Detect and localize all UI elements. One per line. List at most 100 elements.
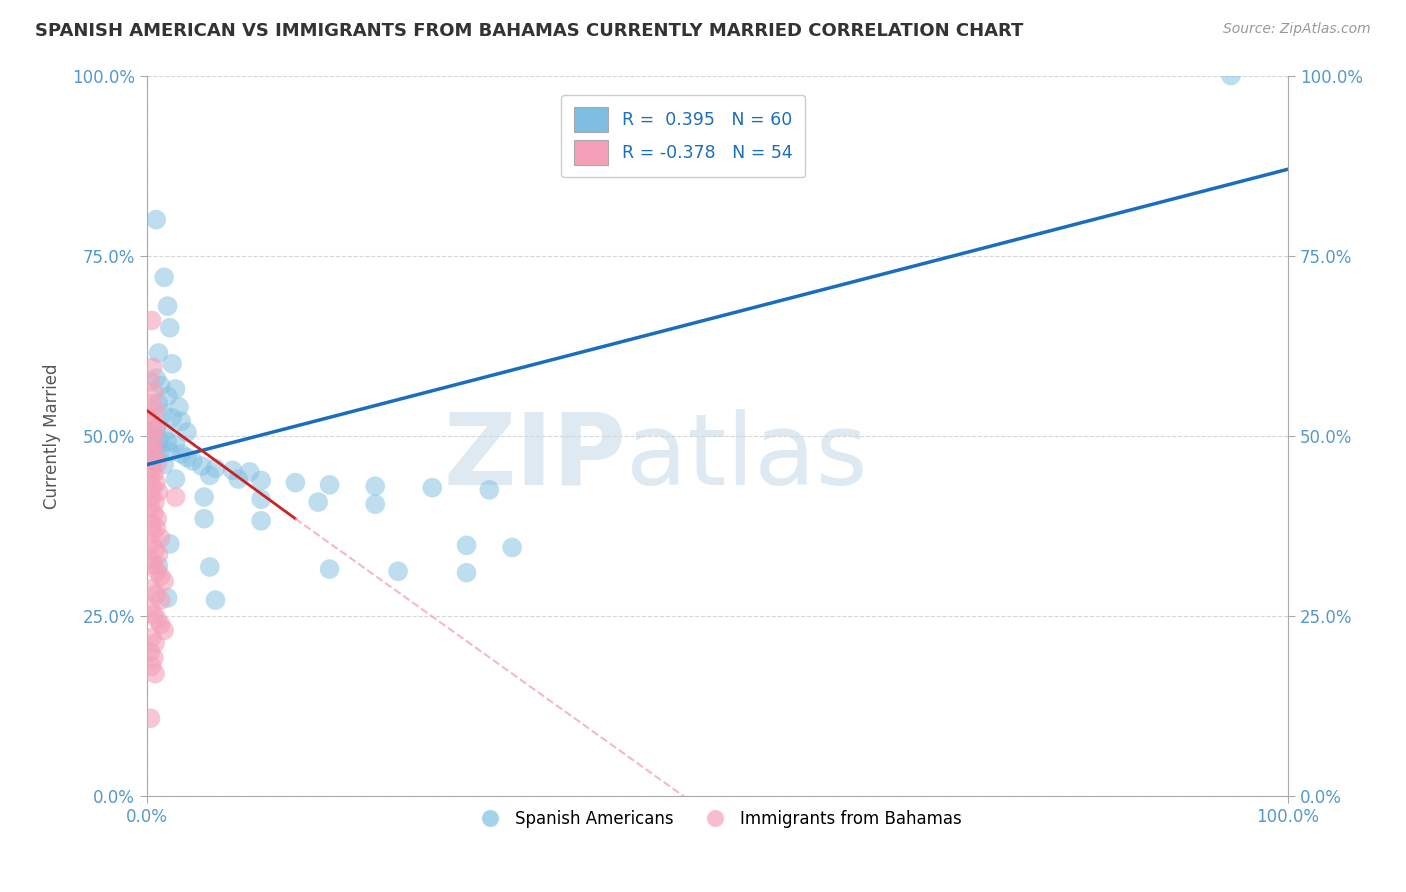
Point [146,456,169,470]
Point [142,481,165,495]
Point [149,443,172,458]
Point [152,407,174,421]
Point [156,389,179,403]
Point [167,400,190,414]
Point [145,421,167,435]
Point [307,495,329,509]
Point [228,472,250,486]
Point [143,542,166,557]
Point [148,485,170,500]
Point [153,458,176,472]
Point [145,521,167,535]
Point [143,636,166,650]
Legend: Spanish Americans, Immigrants from Bahamas: Spanish Americans, Immigrants from Baham… [467,804,969,835]
Point [364,479,387,493]
Point [146,511,169,525]
Point [145,421,167,435]
Point [139,645,162,659]
Point [145,212,167,227]
Point [139,472,162,486]
Point [139,442,162,456]
Point [193,511,215,525]
Point [364,497,387,511]
Point [176,450,198,465]
Text: Source: ZipAtlas.com: Source: ZipAtlas.com [1223,22,1371,37]
Point [204,593,226,607]
Text: SPANISH AMERICAN VS IMMIGRANTS FROM BAHAMAS CURRENTLY MARRIED CORRELATION CHART: SPANISH AMERICAN VS IMMIGRANTS FROM BAHA… [35,22,1024,40]
Point [156,434,179,449]
Point [139,375,162,389]
Point [142,650,165,665]
Point [156,591,179,605]
Point [456,566,478,580]
Point [198,468,221,483]
Point [456,538,478,552]
Point [143,495,166,509]
Point [239,465,262,479]
Point [193,490,215,504]
Point [165,382,187,396]
Point [501,541,523,555]
Point [420,481,443,495]
Point [1220,69,1243,83]
Point [153,270,176,285]
Point [165,490,187,504]
Text: atlas: atlas [626,409,868,506]
Point [139,410,162,425]
Point [141,659,163,673]
Point [191,458,214,473]
Point [142,526,165,541]
Point [156,299,179,313]
Point [153,624,176,638]
Point [149,531,172,545]
Point [139,600,162,615]
Point [142,607,165,622]
Point [145,371,167,385]
Point [142,385,165,400]
Point [149,617,172,632]
Text: ZIP: ZIP [443,409,626,506]
Point [250,492,273,507]
Point [165,472,187,486]
Point [318,478,340,492]
Point [159,320,181,334]
Point [143,666,166,681]
Point [250,474,273,488]
Point [145,440,167,454]
Y-axis label: Currently Married: Currently Married [44,363,60,508]
Point [142,434,165,449]
Point [145,475,167,490]
Point [165,436,187,450]
Point [198,560,221,574]
Point [141,429,163,443]
Point [284,475,307,490]
Point [204,461,226,475]
Point [149,593,172,607]
Point [141,490,163,504]
Point [142,451,165,466]
Point [387,564,409,578]
Point [142,507,165,521]
Point [148,396,170,410]
Point [146,564,169,578]
Point [143,447,166,461]
Point [148,548,170,562]
Point [221,463,243,477]
Point [141,461,163,475]
Point [143,403,166,417]
Point [139,500,162,515]
Point [141,582,163,596]
Point [141,516,163,531]
Point [139,711,162,725]
Point [145,587,167,601]
Point [146,613,169,627]
Point [141,396,163,410]
Point [159,444,181,458]
Point [153,425,176,440]
Point [141,631,163,645]
Point [142,417,165,432]
Point [250,514,273,528]
Point [176,425,198,440]
Point [148,346,170,360]
Point [318,562,340,576]
